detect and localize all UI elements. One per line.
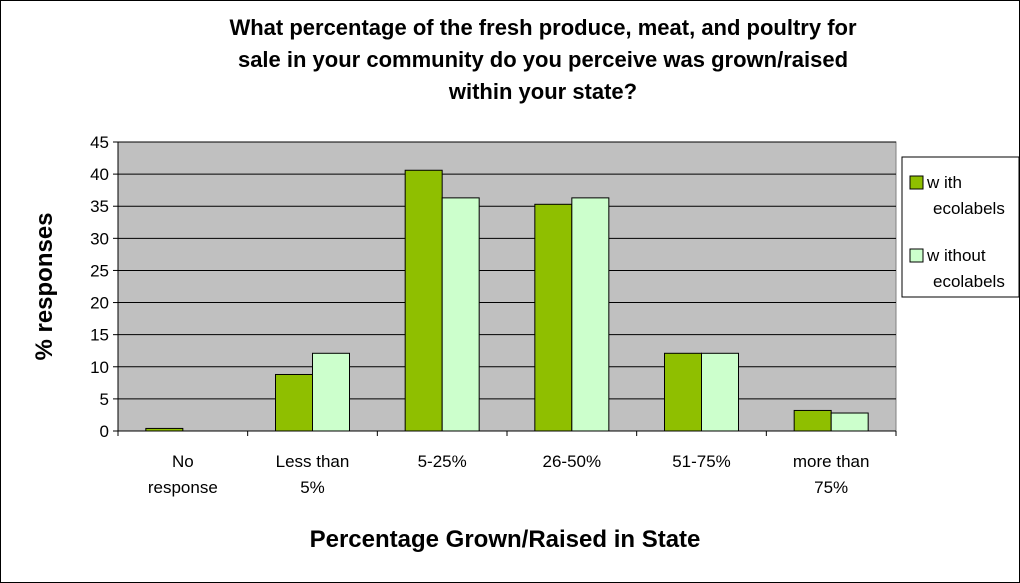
x-tick-label: response: [148, 478, 218, 497]
x-tick-label: 5-25%: [418, 452, 467, 471]
bar-series-1: [404, 169, 443, 432]
y-tick-labels: 0 5 10 15 20 25 30 35 40 45: [90, 133, 109, 441]
x-tick-labels: No response Less than 5% 5-25% 26-50% 51-75% mo…: [148, 452, 870, 497]
x-tick-label: more than: [793, 452, 870, 471]
x-tick-label: 5%: [300, 478, 325, 497]
x-tick-label: 26-50%: [543, 452, 602, 471]
y-tick-label: 5: [100, 390, 109, 409]
bar-series-1: [793, 409, 832, 432]
x-tick-label: 75%: [814, 478, 848, 497]
x-tick-label: 51-75%: [672, 452, 731, 471]
chart-title-line: sale in your community do you perceive w…: [238, 47, 848, 72]
chart-title-line: What percentage of the fresh produce, me…: [229, 15, 857, 40]
bar-series-2: [312, 352, 350, 432]
y-tick-label: 0: [100, 422, 109, 441]
axes: [113, 141, 897, 436]
bar-series-1: [534, 203, 573, 432]
bar-series-2: [441, 197, 480, 432]
chart-title-line: within your state?: [448, 79, 637, 104]
plot-area: [117, 141, 897, 432]
legend-label: w ithout: [926, 246, 986, 265]
bar-series-1: [664, 352, 702, 432]
legend-swatch: [909, 248, 924, 263]
bar-series-2: [701, 352, 739, 432]
x-tick-label: No: [172, 452, 194, 471]
y-tick-label: 10: [90, 358, 109, 377]
chart-title: What percentage of the fresh produce, me…: [229, 15, 857, 104]
y-tick-label: 30: [90, 229, 109, 248]
legend-swatch: [909, 175, 924, 190]
y-axis-label: % responses: [31, 212, 58, 360]
gridlines: [118, 141, 896, 400]
legend-label: w ith: [926, 173, 962, 192]
y-tick-label: 25: [90, 261, 109, 280]
x-tick-label: Less than: [276, 452, 350, 471]
legend: w ith ecolabels w ithout ecolabels: [901, 156, 1020, 298]
bar-series-1: [275, 373, 313, 432]
y-tick-label: 35: [90, 197, 109, 216]
legend-label: ecolabels: [933, 199, 1005, 218]
y-tick-label: 45: [90, 133, 109, 152]
bar-series-2: [830, 412, 869, 432]
y-tick-label: 15: [90, 326, 109, 345]
x-axis-label: Percentage Grown/Raised in State: [310, 526, 701, 553]
y-tick-label: 40: [90, 165, 109, 184]
bars: [145, 169, 869, 432]
bar-series-2: [571, 197, 610, 432]
legend-label: ecolabels: [933, 272, 1005, 291]
y-tick-label: 20: [90, 294, 109, 313]
